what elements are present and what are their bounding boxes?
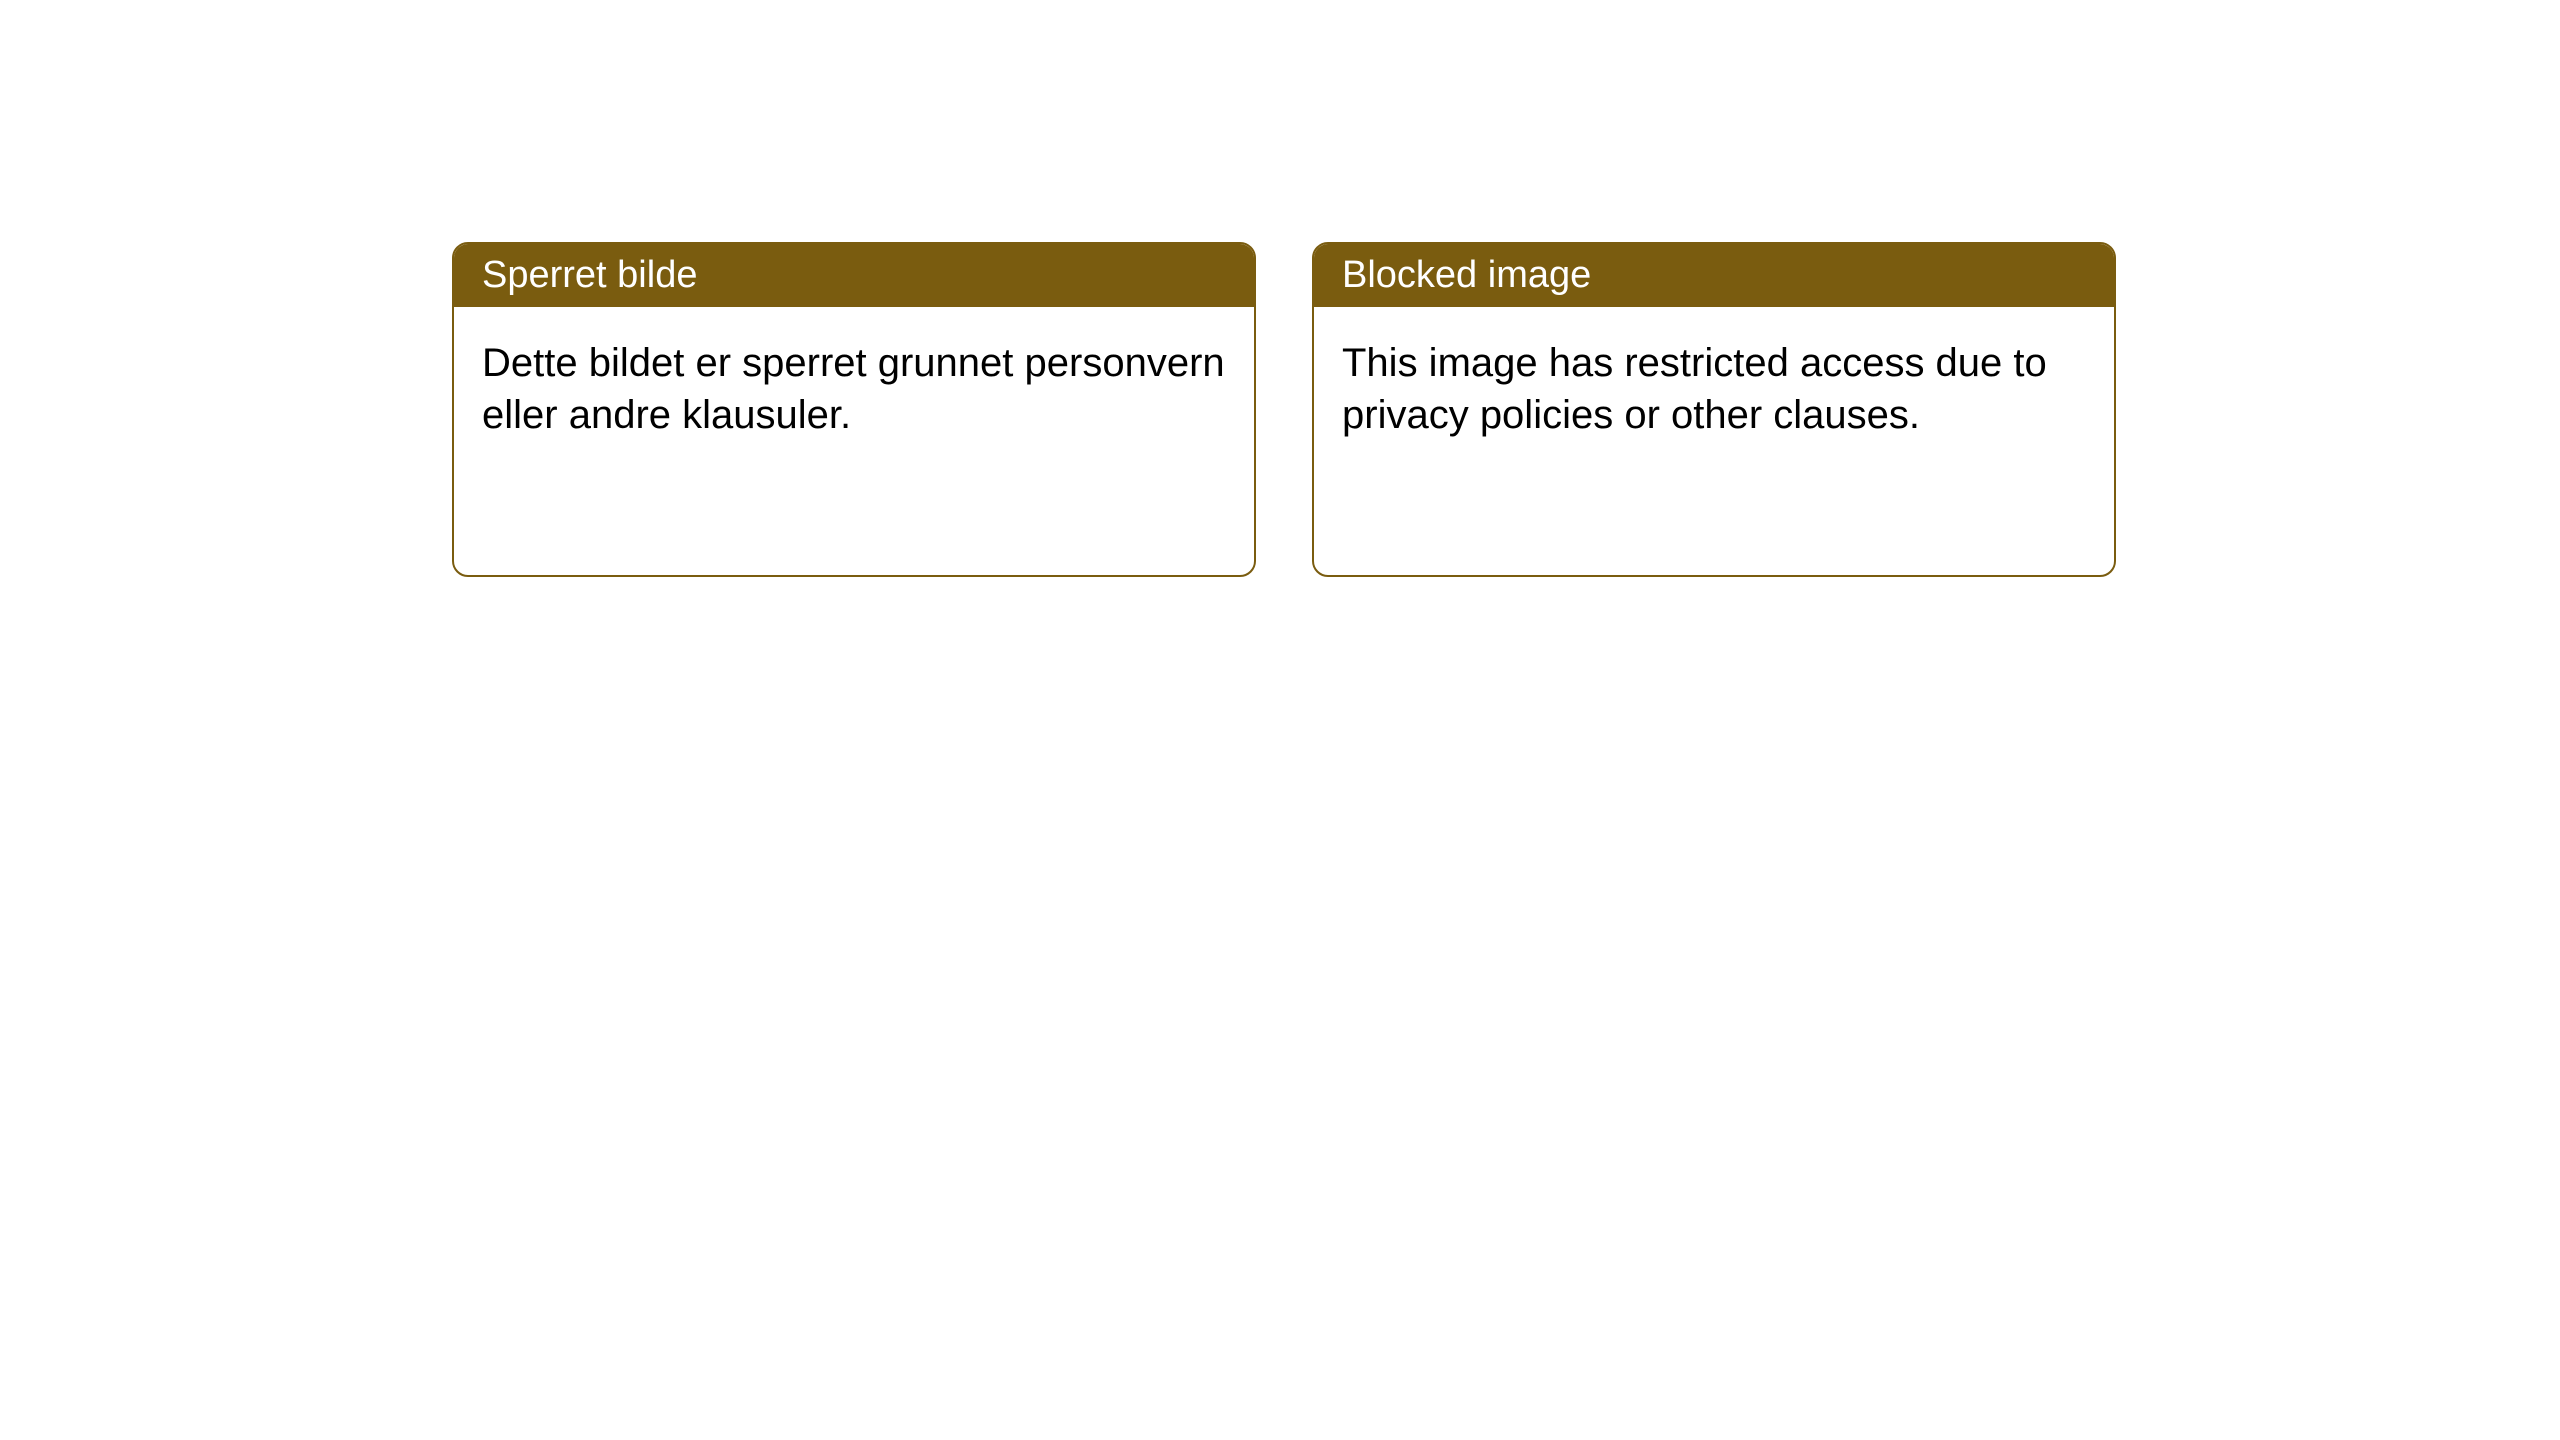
notice-body-english: This image has restricted access due to … [1314, 307, 2114, 575]
notice-title-english: Blocked image [1314, 244, 2114, 307]
blocked-image-notices: Sperret bilde Dette bildet er sperret gr… [452, 242, 2116, 577]
notice-title-norwegian: Sperret bilde [454, 244, 1254, 307]
notice-card-english: Blocked image This image has restricted … [1312, 242, 2116, 577]
notice-body-norwegian: Dette bildet er sperret grunnet personve… [454, 307, 1254, 575]
notice-card-norwegian: Sperret bilde Dette bildet er sperret gr… [452, 242, 1256, 577]
